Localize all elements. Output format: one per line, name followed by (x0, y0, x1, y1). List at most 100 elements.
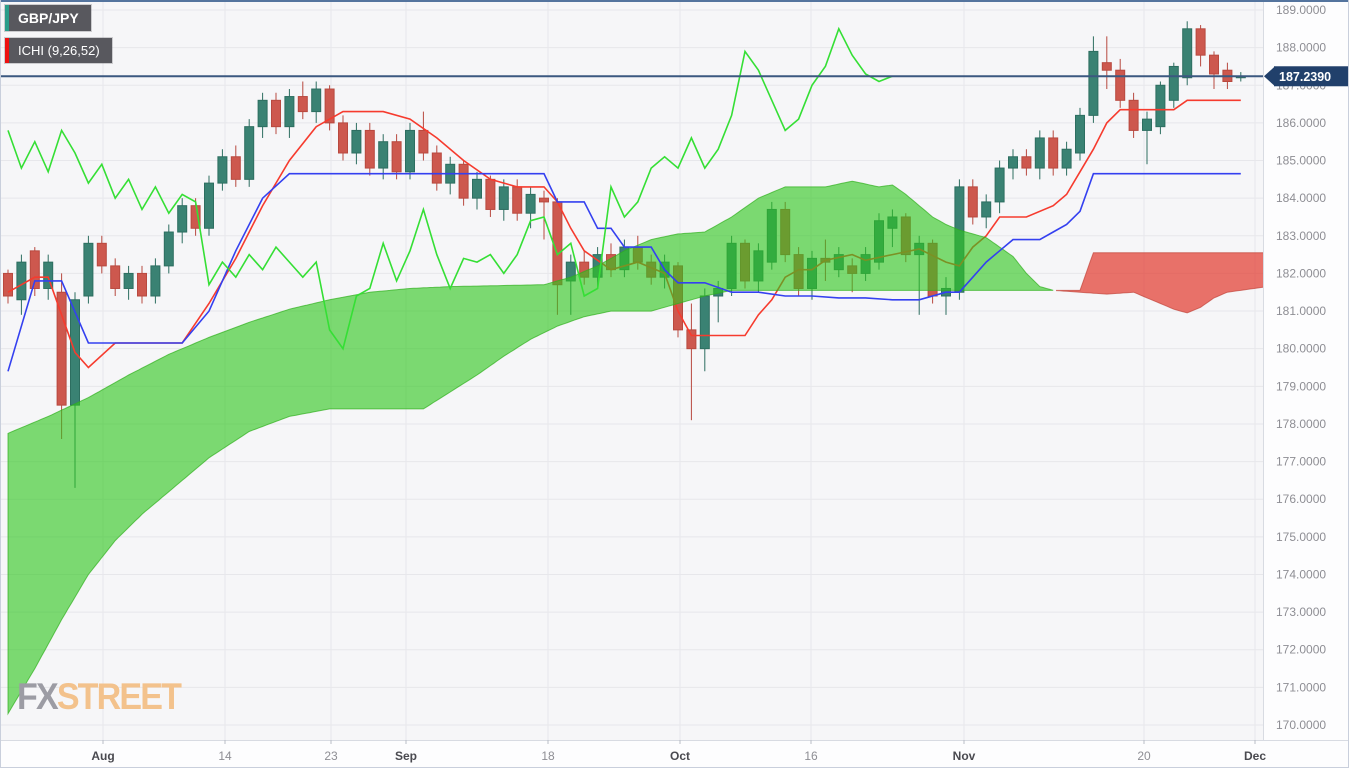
candle-down[interactable] (338, 122, 348, 154)
watermark-fx: FX (17, 676, 59, 717)
pair-badge: GBP/JPY (5, 5, 91, 31)
indicator-label: ICHI (9,26,52) (18, 43, 100, 58)
candle-up[interactable] (699, 295, 710, 350)
price-axis-label: 177.0000 (1276, 455, 1326, 469)
time-axis-label: 23 (324, 749, 338, 763)
time-axis-label: 16 (804, 749, 818, 763)
kumo-cloud-red (1056, 252, 1263, 314)
candle-down[interactable] (364, 129, 375, 169)
price-axis-label: 171.0000 (1276, 680, 1326, 694)
candle-down[interactable] (1209, 54, 1219, 75)
indicator-color-bar (5, 38, 9, 63)
candle-up[interactable] (472, 178, 482, 199)
candle-down[interactable] (271, 99, 281, 128)
price-axis-label: 172.0000 (1276, 643, 1326, 657)
candle-up[interactable] (405, 129, 415, 173)
candle-up[interactable] (1008, 156, 1018, 169)
price-axis-label: 186.0000 (1276, 116, 1326, 130)
price-axis-label: 181.0000 (1276, 304, 1326, 318)
time-axis-label: Aug (91, 749, 114, 763)
candle-down[interactable] (1195, 28, 1206, 56)
chikou-span-line (7, 26, 893, 351)
kumo-cloud-green (7, 180, 1054, 716)
candle-up[interactable] (150, 265, 161, 297)
candle-up[interactable] (1155, 84, 1166, 128)
candle-up[interactable] (16, 261, 27, 301)
candle-down[interactable] (3, 272, 13, 297)
price-axis-label: 189.0000 (1276, 3, 1326, 17)
time-axis-label: Sep (395, 749, 417, 763)
time-axis-label: 18 (541, 749, 555, 763)
candle-up[interactable] (1182, 28, 1193, 79)
candle-down[interactable] (552, 201, 563, 286)
candle-down[interactable] (512, 186, 523, 214)
candle-up[interactable] (244, 126, 255, 180)
candle-down[interactable] (967, 186, 978, 218)
candle-down[interactable] (1048, 137, 1059, 169)
time-axis-label: Nov (953, 749, 976, 763)
candle-down[interactable] (1021, 156, 1032, 169)
price-axis-label: 184.0000 (1276, 191, 1326, 205)
candle-down[interactable] (431, 152, 442, 184)
candle-down[interactable] (230, 156, 241, 180)
candle-down[interactable] (458, 163, 469, 199)
candle-up[interactable] (257, 99, 268, 128)
current-price-badge-arrow (1264, 66, 1275, 87)
candle-down[interactable] (686, 329, 697, 350)
candle-up[interactable] (498, 186, 509, 210)
candle-up[interactable] (43, 261, 54, 289)
time-axis-label: 20 (1137, 749, 1151, 763)
current-price-badge-label: 187.2390 (1279, 70, 1331, 84)
price-axis-label: 179.0000 (1276, 379, 1326, 393)
candle-up[interactable] (1168, 65, 1179, 101)
candle-up[interactable] (1034, 137, 1045, 169)
price-axis-label: 180.0000 (1276, 342, 1326, 356)
time-axis-label: 14 (218, 749, 232, 763)
candle-up[interactable] (981, 201, 992, 218)
candle-up[interactable] (1142, 118, 1152, 131)
price-axis-label: 173.0000 (1276, 605, 1326, 619)
candle-down[interactable] (96, 242, 107, 267)
candle-up[interactable] (1075, 114, 1085, 154)
candle-down[interactable] (56, 291, 67, 406)
price-axis-label: 174.0000 (1276, 567, 1326, 581)
candle-up[interactable] (284, 96, 295, 128)
candle-down[interactable] (137, 272, 147, 297)
candle-down[interactable] (324, 88, 335, 124)
candle-up[interactable] (83, 242, 94, 297)
current-price-badge (1274, 66, 1349, 87)
candle-down[interactable] (418, 129, 429, 154)
candle-up[interactable] (177, 205, 188, 233)
candle-down[interactable] (1101, 62, 1112, 71)
time-axis-label: Dec (1244, 749, 1266, 763)
candle-down[interactable] (110, 265, 121, 289)
price-axis-label: 188.0000 (1276, 41, 1326, 55)
candle-up[interactable] (311, 88, 322, 113)
candle-up[interactable] (994, 167, 1005, 203)
candle-down[interactable] (297, 96, 308, 113)
price-axis-label: 178.0000 (1276, 417, 1326, 431)
kijun-sen-line (7, 172, 1241, 372)
candle-down[interactable] (391, 141, 402, 173)
candle-up[interactable] (378, 141, 389, 169)
candle-up[interactable] (351, 129, 362, 154)
candle-down[interactable] (485, 178, 496, 210)
candle-up[interactable] (1088, 50, 1099, 116)
candle-down[interactable] (1115, 69, 1126, 101)
candle-up[interactable] (204, 182, 214, 229)
price-axis-label: 183.0000 (1276, 229, 1326, 243)
candle-up[interactable] (525, 193, 536, 214)
candle-down[interactable] (539, 197, 549, 203)
pair-color-bar (5, 5, 9, 31)
candle-up[interactable] (163, 231, 174, 267)
price-axis-label: 176.0000 (1276, 492, 1326, 506)
candle-up[interactable] (1061, 148, 1072, 169)
candle-down[interactable] (29, 250, 40, 289)
candle-down[interactable] (1128, 99, 1139, 131)
candle-up[interactable] (123, 272, 134, 289)
price-axis-label: 185.0000 (1276, 154, 1326, 168)
candle-up[interactable] (217, 156, 228, 184)
price-axis-label: 170.0000 (1276, 718, 1326, 732)
